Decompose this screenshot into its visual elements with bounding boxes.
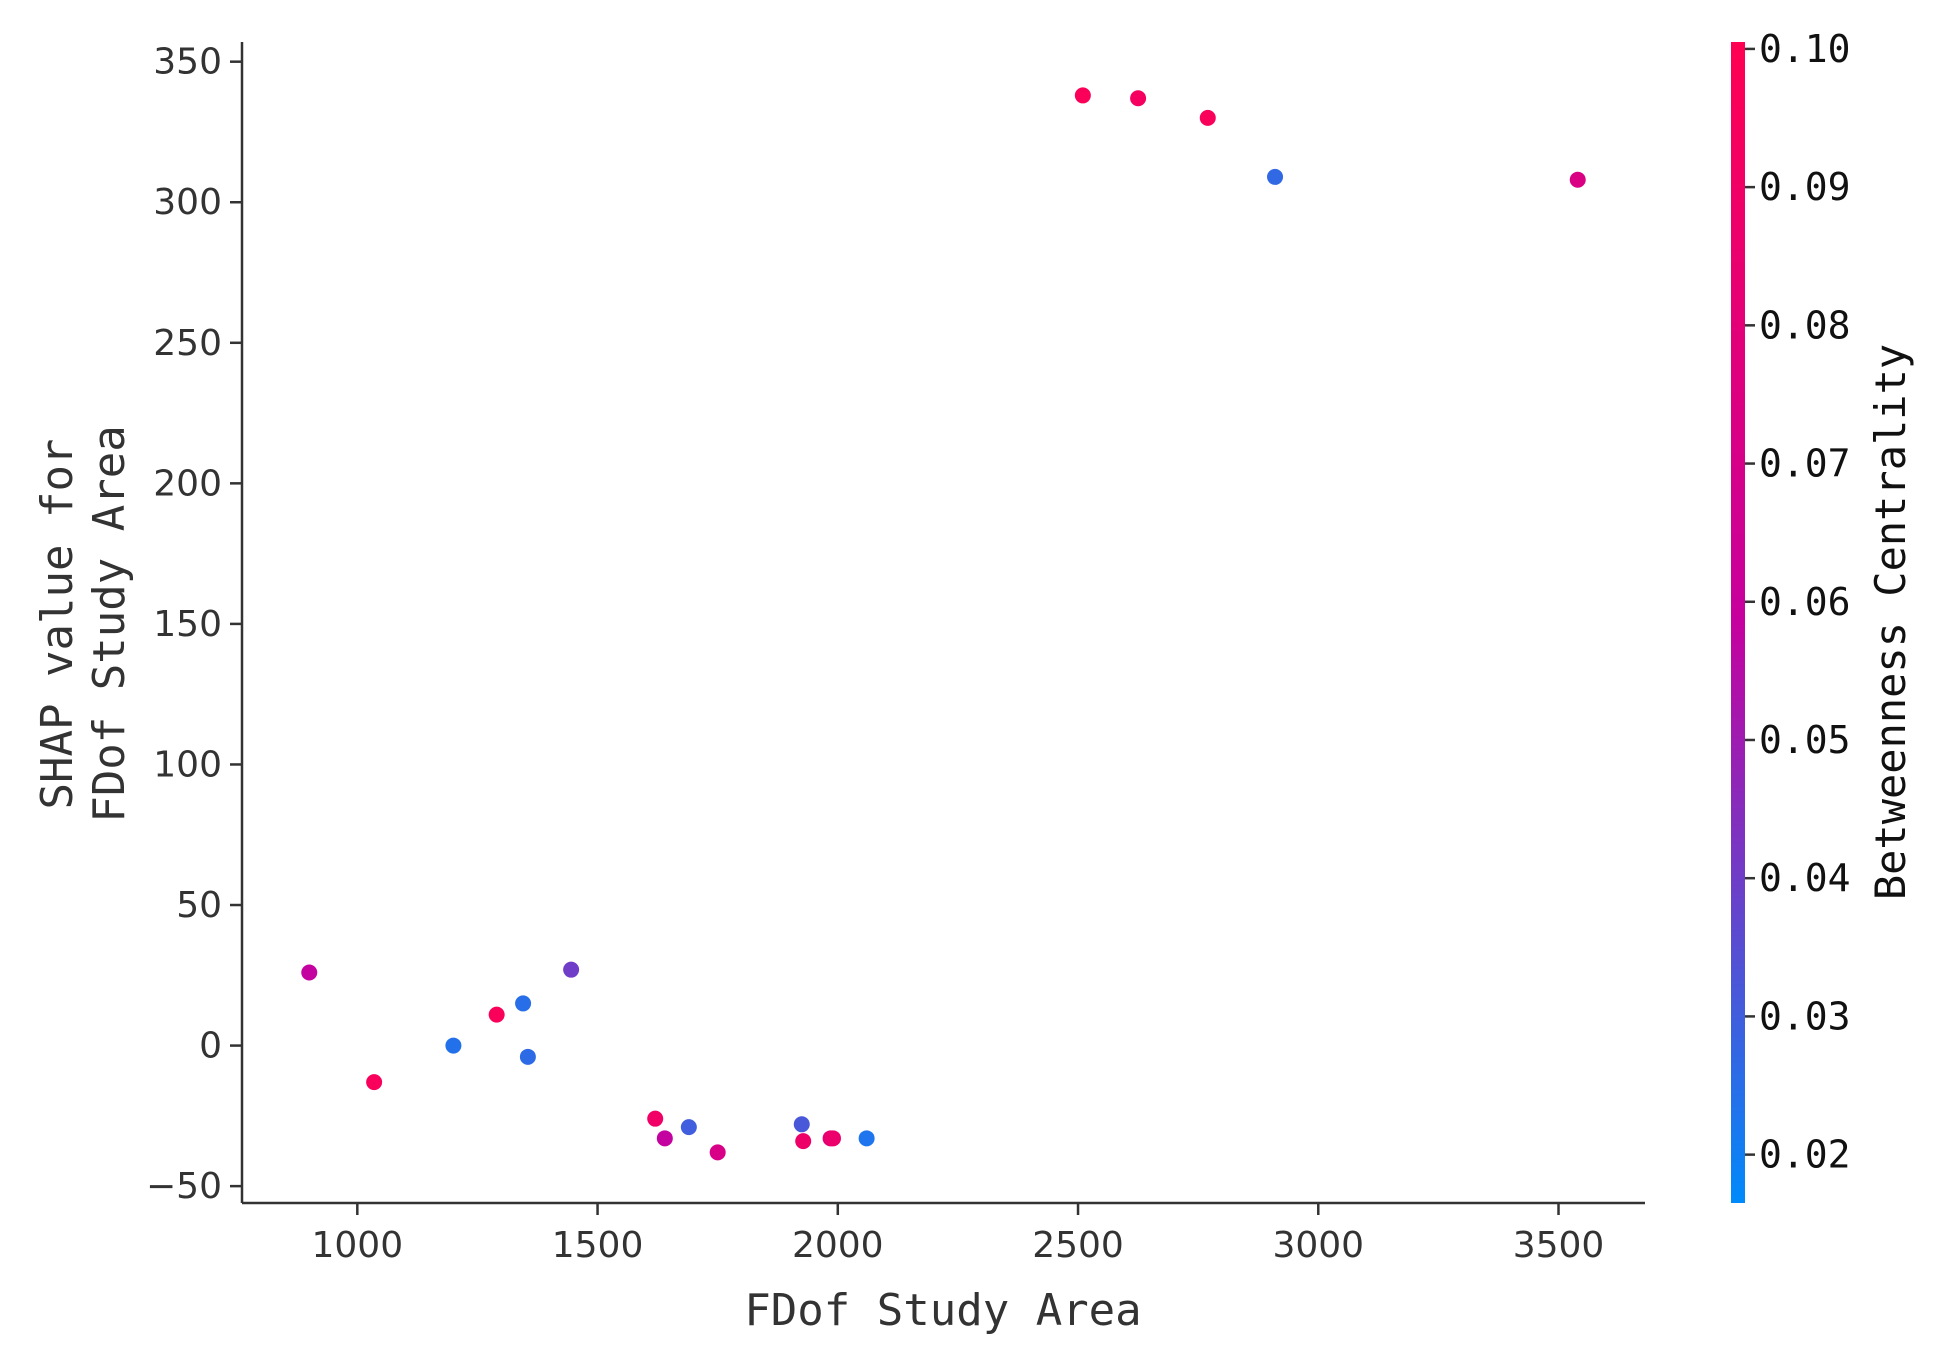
y-axis-label-line-1: SHAP value for (32, 439, 83, 810)
y-tick-label: 100 (153, 744, 222, 785)
scatter-point (647, 1110, 664, 1127)
colorbar-ticks: 0.02 0.03 0.04 0.05 0.06 0.07 0.08 0.09 0.10 (1745, 27, 1851, 1177)
x-tick-label: 1500 (552, 1225, 644, 1266)
y-tick-label: 300 (153, 182, 222, 223)
x-tick-label: 2500 (1032, 1225, 1124, 1266)
scatter-point (519, 1048, 536, 1065)
colorbar-tick-label: 0.05 (1759, 718, 1851, 762)
colorbar-tick-label: 0.03 (1759, 994, 1851, 1038)
scatter-point (515, 995, 532, 1012)
x-tick-label: 3000 (1272, 1225, 1364, 1266)
scatter-point (824, 1130, 841, 1147)
y-axis-label-line-2: FDof Study Area (84, 425, 135, 822)
x-tick-label: 2000 (792, 1225, 884, 1266)
colorbar-label: Betweenness Centrality (1866, 344, 1915, 900)
y-tick-label: 200 (153, 463, 222, 504)
scatter-point (793, 1116, 810, 1133)
colorbar-tick-label: 0.06 (1759, 580, 1851, 624)
scatter-point (366, 1074, 383, 1091)
colorbar-tick-label: 0.02 (1759, 1133, 1851, 1177)
colorbar-tick-label: 0.09 (1759, 165, 1851, 209)
scatter-point (488, 1006, 505, 1023)
colorbar-tick-label: 0.07 (1759, 442, 1851, 486)
scatter-point (680, 1119, 697, 1136)
y-tick-label: 50 (176, 885, 222, 926)
scatter-point (445, 1037, 462, 1054)
x-tick-label: 3500 (1513, 1225, 1605, 1266)
y-tick-label: 350 (153, 42, 222, 83)
colorbar-tick-label: 0.04 (1759, 856, 1851, 900)
scatter-point (1569, 171, 1586, 188)
x-axis-ticks: 1000 1500 2000 2500 3000 3500 (312, 1203, 1605, 1266)
scatter-point (1074, 87, 1091, 104)
scatter-point (795, 1133, 812, 1150)
scatter-point (656, 1130, 673, 1147)
colorbar-tick-label: 0.10 (1759, 27, 1851, 71)
scatter-point (1199, 109, 1216, 126)
scatter-points (301, 87, 1586, 1161)
colorbar (1731, 42, 1745, 1203)
scatter-point (1267, 168, 1284, 185)
scatter-point (1130, 90, 1147, 107)
y-tick-label: 250 (153, 323, 222, 364)
y-tick-label: −50 (146, 1166, 222, 1207)
scatter-point (563, 961, 580, 978)
scatter-point (858, 1130, 875, 1147)
y-axis-ticks: −50 0 50 100 150 200 250 300 350 (146, 42, 242, 1207)
x-axis-label: FDof Study Area (744, 1285, 1141, 1336)
y-axis-label: SHAP value for FDof Study Area (32, 425, 135, 822)
x-tick-label: 1000 (312, 1225, 404, 1266)
scatter-point (301, 964, 318, 981)
scatter-point (709, 1144, 726, 1161)
colorbar-tick-label: 0.08 (1759, 303, 1851, 347)
y-tick-label: 150 (153, 604, 222, 645)
y-tick-label: 0 (199, 1026, 222, 1067)
